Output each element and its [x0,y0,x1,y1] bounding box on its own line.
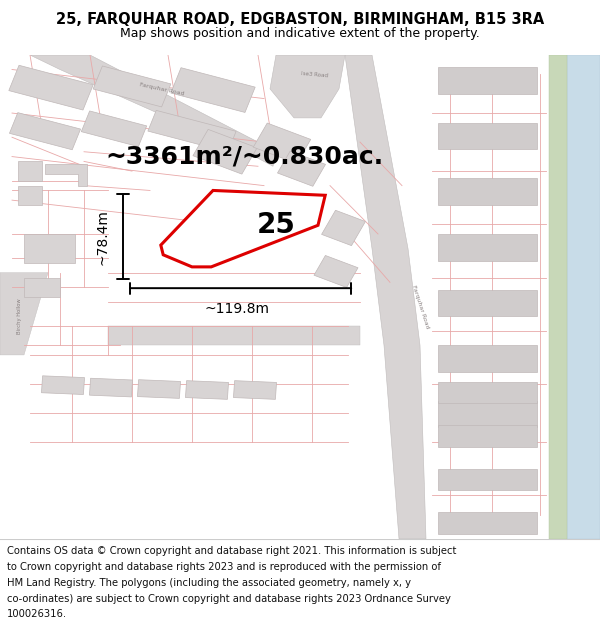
Polygon shape [81,111,147,147]
Text: 25: 25 [257,211,295,239]
Polygon shape [18,186,42,205]
Polygon shape [45,164,87,186]
Polygon shape [148,111,236,152]
Polygon shape [18,161,42,181]
Text: ~78.4m: ~78.4m [96,209,110,265]
Polygon shape [438,381,537,403]
Polygon shape [438,234,537,261]
Text: Map shows position and indicative extent of the property.: Map shows position and indicative extent… [120,27,480,39]
Polygon shape [314,256,358,288]
Polygon shape [438,178,537,205]
Polygon shape [10,112,80,150]
Polygon shape [438,425,537,447]
Polygon shape [270,55,345,118]
Text: ~3361m²/~0.830ac.: ~3361m²/~0.830ac. [105,144,383,169]
Polygon shape [438,512,537,534]
Polygon shape [322,210,365,246]
Polygon shape [185,381,229,399]
Polygon shape [567,55,600,539]
Polygon shape [438,401,537,428]
Polygon shape [233,381,277,399]
Polygon shape [253,123,311,164]
Text: Farquhar Road: Farquhar Road [410,284,430,329]
Text: Birchy Hollow: Birchy Hollow [17,298,22,334]
Polygon shape [549,55,567,539]
Text: HM Land Registry. The polygons (including the associated geometry, namely x, y: HM Land Registry. The polygons (includin… [7,578,411,587]
Polygon shape [24,278,60,297]
Text: 100026316.: 100026316. [7,609,67,619]
Polygon shape [0,272,48,355]
Polygon shape [171,68,255,112]
Text: Contains OS data © Crown copyright and database right 2021. This information is : Contains OS data © Crown copyright and d… [7,546,457,556]
Polygon shape [137,380,181,398]
Text: Farquhar Road: Farquhar Road [139,82,185,96]
Polygon shape [438,122,537,149]
Polygon shape [438,289,537,316]
Polygon shape [193,129,257,174]
Polygon shape [89,378,133,397]
Polygon shape [345,55,426,539]
Polygon shape [277,151,326,186]
Polygon shape [9,65,93,110]
Polygon shape [438,469,537,491]
Polygon shape [30,55,276,166]
Text: Ise3 Road: Ise3 Road [301,71,329,78]
Text: ~119.8m: ~119.8m [205,302,269,316]
Text: co-ordinates) are subject to Crown copyright and database rights 2023 Ordnance S: co-ordinates) are subject to Crown copyr… [7,594,451,604]
Polygon shape [108,326,360,345]
Polygon shape [24,234,75,263]
Text: 25, FARQUHAR ROAD, EDGBASTON, BIRMINGHAM, B15 3RA: 25, FARQUHAR ROAD, EDGBASTON, BIRMINGHAM… [56,12,544,27]
Polygon shape [93,66,171,107]
Polygon shape [41,376,85,394]
Polygon shape [438,67,537,94]
Polygon shape [438,556,537,578]
Text: to Crown copyright and database rights 2023 and is reproduced with the permissio: to Crown copyright and database rights 2… [7,562,441,572]
Polygon shape [438,345,537,372]
Polygon shape [161,191,325,267]
